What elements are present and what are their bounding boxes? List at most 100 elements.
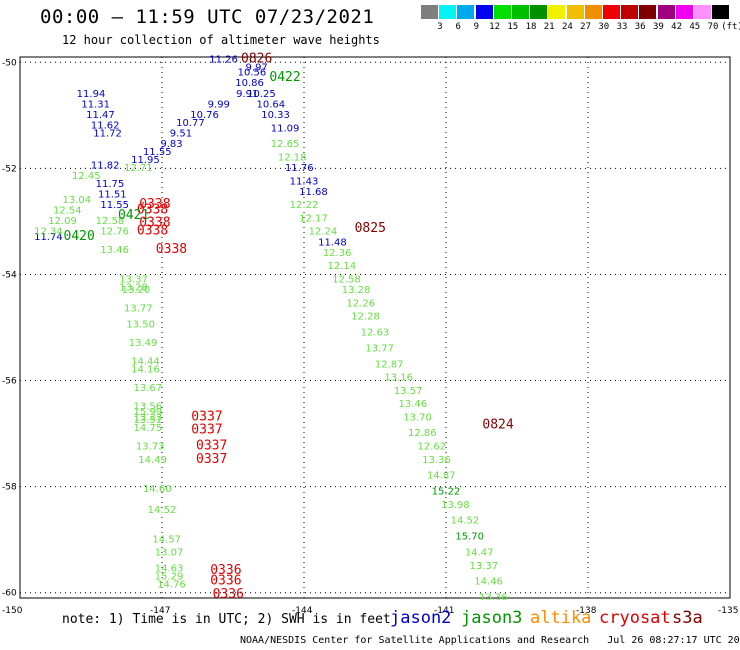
data-point: 14.16 bbox=[131, 365, 160, 376]
legend-swatch bbox=[421, 5, 438, 19]
pass-time-label: 0337 bbox=[196, 452, 227, 467]
data-point: 13.07 bbox=[155, 548, 184, 559]
data-point: 14.75 bbox=[133, 423, 162, 434]
data-point: 14.44 bbox=[131, 357, 160, 368]
legend-swatch bbox=[439, 5, 457, 19]
footer-credit: NOAA/NESDIS Center for Satellite Applica… bbox=[240, 635, 740, 646]
lat-tick-label: -54 bbox=[2, 270, 17, 280]
data-point: 13.77 bbox=[365, 343, 394, 354]
data-point: 14.87 bbox=[427, 471, 456, 482]
legend-swatch bbox=[493, 5, 511, 19]
data-point: 13.33 bbox=[133, 412, 162, 423]
data-point: 11.47 bbox=[86, 110, 115, 121]
lon-tick-label: -141 bbox=[434, 606, 454, 616]
data-point: 13.28 bbox=[119, 282, 148, 293]
data-point: 13.98 bbox=[441, 500, 470, 511]
legend-swatch bbox=[512, 5, 529, 19]
data-point: 12.71 bbox=[124, 163, 153, 174]
data-point: 10.25 bbox=[247, 89, 276, 100]
legend-label: 70 bbox=[707, 22, 719, 32]
data-point: 12.76 bbox=[100, 227, 129, 238]
page-title: 00:00 – 11:59 UTC 07/23/2021 bbox=[40, 6, 375, 28]
lon-tick-label: -144 bbox=[292, 606, 313, 616]
data-point: 14.57 bbox=[152, 534, 181, 545]
lat-tick-label: -56 bbox=[2, 377, 17, 387]
data-point: 14.46 bbox=[474, 577, 503, 588]
data-point: 13.56 bbox=[133, 402, 162, 413]
data-point: 11.43 bbox=[290, 176, 319, 187]
data-point: 13.51 bbox=[133, 415, 162, 426]
data-point: 14.52 bbox=[148, 505, 177, 516]
data-point: 12.09 bbox=[48, 216, 77, 227]
pass-time-label: 0337 bbox=[191, 409, 222, 424]
satellite-cryosat: cryosat bbox=[599, 608, 671, 628]
pass-time-label: 0336 bbox=[210, 563, 241, 578]
data-point: 13.37 bbox=[470, 561, 499, 572]
satellite-jason3: jason3 bbox=[461, 608, 523, 628]
legend-swatch bbox=[530, 5, 548, 19]
data-point: 14.52 bbox=[451, 516, 480, 527]
data-point: 12.65 bbox=[271, 139, 300, 150]
satellite-altika: altika bbox=[530, 608, 592, 628]
data-point: 15.29 bbox=[155, 571, 184, 582]
data-point: 9.51 bbox=[170, 129, 192, 140]
data-point: 13.50 bbox=[126, 320, 155, 331]
data-point: 13.36 bbox=[479, 593, 508, 604]
data-point: 11.76 bbox=[285, 163, 314, 174]
data-point: 12.36 bbox=[323, 248, 352, 259]
pass-time-label: 0337 bbox=[196, 438, 227, 453]
lon-tick-label: -135 bbox=[718, 606, 738, 616]
legend-swatch bbox=[657, 5, 675, 19]
data-point: 9.97 bbox=[246, 62, 268, 73]
data-point: 13.49 bbox=[129, 338, 158, 349]
pass-time-label: 0337 bbox=[191, 423, 222, 438]
data-point: 12.86 bbox=[408, 428, 437, 439]
legend-label: 18 bbox=[525, 22, 537, 32]
pass-time-label: 0338 bbox=[139, 216, 170, 231]
data-point: 10.64 bbox=[257, 99, 286, 110]
data-point: 15.70 bbox=[455, 532, 484, 543]
data-point: 13.16 bbox=[384, 373, 413, 384]
satellite-jason2: jason2 bbox=[390, 608, 452, 628]
data-point: 12.87 bbox=[375, 359, 404, 370]
lat-tick-label: -58 bbox=[2, 483, 17, 493]
legend-swatch bbox=[675, 5, 693, 19]
legend-label: 42 bbox=[671, 22, 683, 32]
pass-time-label: 0422 bbox=[269, 70, 300, 85]
legend-label: 15 bbox=[507, 22, 519, 32]
data-point: 13.46 bbox=[399, 399, 428, 410]
data-point: 11.95 bbox=[131, 155, 160, 166]
data-point: 14.60 bbox=[143, 484, 172, 495]
data-point: 13.20 bbox=[122, 285, 151, 296]
data-point: 14.49 bbox=[138, 455, 167, 466]
data-point: 12.17 bbox=[299, 213, 328, 224]
legend-label: (ft) bbox=[721, 22, 740, 32]
data-point: 13.67 bbox=[133, 383, 162, 394]
data-point: 12.26 bbox=[346, 298, 375, 309]
data-point: 11.55 bbox=[100, 200, 129, 211]
legend-label: 27 bbox=[580, 22, 592, 32]
data-point: 9.99 bbox=[208, 99, 230, 110]
data-point: 12.54 bbox=[53, 205, 82, 216]
legend-swatch bbox=[475, 5, 493, 19]
data-point: 12.34 bbox=[34, 227, 63, 238]
pass-time-label: 0824 bbox=[482, 417, 513, 432]
map-border bbox=[19, 56, 731, 599]
data-point: 12.58 bbox=[332, 274, 361, 285]
legend-swatch bbox=[621, 5, 639, 19]
data-point: 13.57 bbox=[394, 386, 423, 397]
data-point: 11.75 bbox=[96, 179, 125, 190]
pass-time-label: 0338 bbox=[156, 242, 187, 257]
axis-ticks: -50 -52 -54 -56 -58 -60 -150 -147 -144 -141 -138 -1… bbox=[2, 58, 738, 616]
data-point: 10.76 bbox=[190, 110, 219, 121]
legend-swatch bbox=[712, 5, 730, 19]
data-point: 12.22 bbox=[290, 200, 319, 211]
data-point: 11.55 bbox=[143, 147, 172, 158]
data-point: 14.76 bbox=[157, 579, 186, 590]
lon-tick-label: -147 bbox=[150, 606, 170, 616]
lat-tick-label: -50 bbox=[2, 58, 17, 68]
data-point: 11.51 bbox=[98, 190, 127, 201]
legend-swatch bbox=[457, 5, 475, 19]
lat-tick-label: -52 bbox=[2, 164, 17, 174]
